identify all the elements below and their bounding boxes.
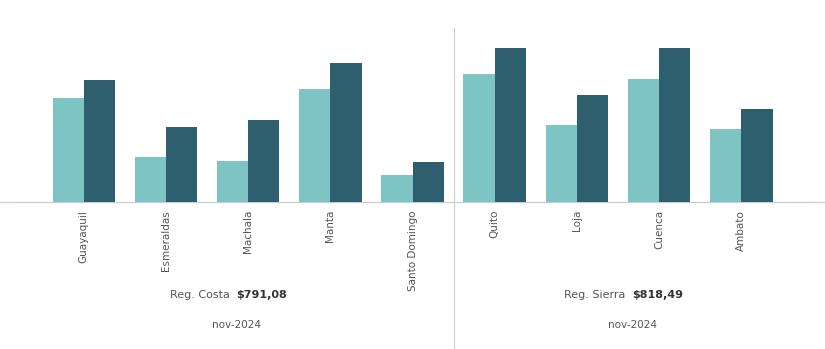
Text: $818,49: $818,49 [633,290,683,300]
Bar [299,89,330,349]
Bar [381,175,412,349]
Bar [545,125,577,349]
Bar [710,129,742,349]
Bar [134,157,166,349]
Bar [166,127,197,349]
Bar [742,109,772,349]
Bar [495,48,526,349]
Bar [248,120,280,349]
Text: Reg. Sierra: Reg. Sierra [564,290,633,300]
Text: Reg. Costa: Reg. Costa [170,290,237,300]
Text: $791,08: $791,08 [237,290,287,300]
Bar [577,96,608,349]
Bar [53,98,83,349]
Bar [412,162,444,349]
Bar [628,79,659,349]
Bar [83,80,115,349]
Text: nov-2024: nov-2024 [212,320,261,329]
Bar [217,161,248,349]
Bar [464,74,495,349]
Bar [330,63,361,349]
Bar [659,48,691,349]
Text: nov-2024: nov-2024 [608,320,657,329]
